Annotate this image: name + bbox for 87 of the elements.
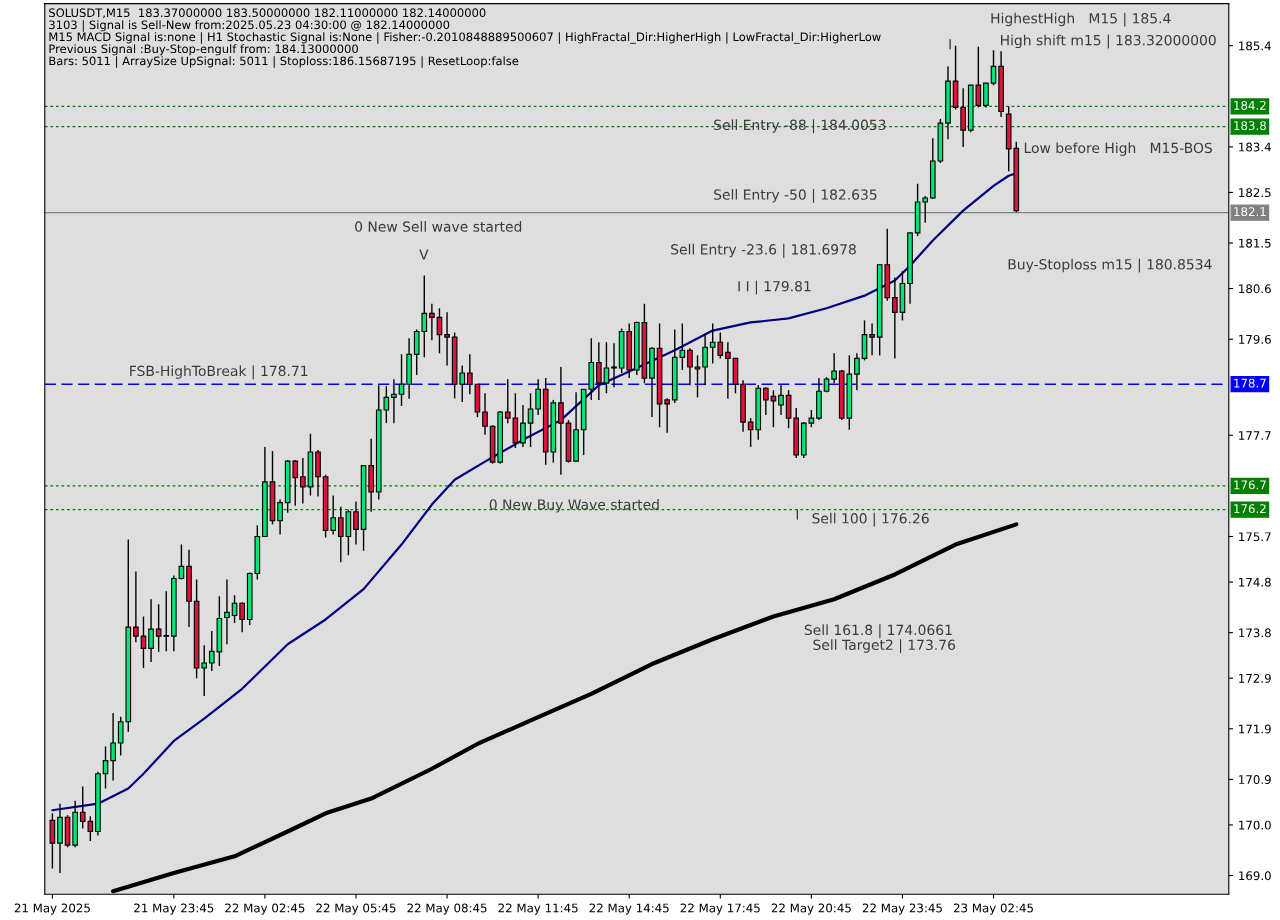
candlestick bbox=[664, 397, 670, 434]
ref-line-label: 183.8 bbox=[1234, 121, 1266, 131]
y-tick-label: 170.9 bbox=[1239, 775, 1271, 785]
annotation: Low before High M15-BOS bbox=[1024, 142, 1212, 156]
annotation: Sell 161.8 | 174.0661 bbox=[804, 624, 952, 639]
x-tick-label: 22 May 23:45 bbox=[862, 903, 942, 915]
annotation: Sell Entry -23.6 | 181.6978 bbox=[671, 243, 856, 258]
candlestick bbox=[239, 601, 245, 633]
annotation: HighestHigh M15 | 185.4 bbox=[991, 12, 1171, 27]
annotation: I bbox=[949, 39, 951, 50]
ref-line-label: 176.7 bbox=[1234, 480, 1266, 490]
y-tick-label: 175.7 bbox=[1239, 532, 1271, 542]
candlestick bbox=[960, 87, 966, 148]
y-tick-label: 182.5 bbox=[1239, 188, 1271, 198]
y-tick-label: 183.4 bbox=[1239, 142, 1271, 152]
candlestick bbox=[778, 384, 784, 416]
candlestick bbox=[520, 404, 526, 448]
candlestick bbox=[596, 341, 602, 401]
y-tick-label: 179.6 bbox=[1239, 334, 1271, 344]
candlestick bbox=[353, 500, 359, 546]
y-tick-label: 180.6 bbox=[1239, 284, 1271, 294]
x-tick-label: 22 May 02:45 bbox=[225, 903, 305, 915]
annotation: M15 MACD Signal is:none | H1 Stochastic Signal is:None | Fisher:-0.2010848889500607 | HighFractal_Dir:HigherHigh | LowFractal_Dir:HigherLow bbox=[49, 32, 881, 44]
ref-line-label: 178.7 bbox=[1234, 378, 1266, 388]
annotation: Previous Signal :Buy-Stop-engulf from: 184.13000000 bbox=[49, 44, 358, 56]
ref-line-label: 176.2 bbox=[1234, 504, 1266, 514]
candlestick bbox=[49, 812, 56, 870]
candlestick bbox=[603, 341, 610, 394]
candlestick bbox=[831, 352, 837, 384]
annotation: 0 New Buy Wave started bbox=[489, 499, 659, 513]
annotation: Sell Entry -50 | 182.635 bbox=[714, 188, 877, 203]
candlestick bbox=[694, 354, 701, 399]
annotation: Sell 100 | 176.26 bbox=[812, 512, 929, 527]
annotation: SOLUSDT,M15 183.37000000 183.50000000 182.11000000 182.14000000 bbox=[49, 8, 486, 19]
x-tick-label: 22 May 05:45 bbox=[316, 903, 396, 915]
annotation: V bbox=[419, 249, 429, 260]
y-tick-label: 170.0 bbox=[1239, 820, 1271, 830]
candlestick bbox=[277, 498, 283, 536]
annotation: I bbox=[796, 509, 799, 520]
candlestick bbox=[391, 378, 397, 424]
candlestick bbox=[611, 342, 617, 388]
candlestick bbox=[148, 598, 154, 663]
x-tick-label: 22 May 20:45 bbox=[771, 903, 851, 915]
annotation: 0 New Sell wave started bbox=[355, 221, 522, 232]
candlestick bbox=[990, 49, 997, 86]
annotation: Sell Target2 | 173.76 bbox=[813, 639, 956, 654]
candlestick bbox=[429, 303, 435, 341]
annotation: Sell Entry -88 | 184.0053 bbox=[714, 119, 886, 134]
candlestick bbox=[702, 332, 708, 386]
annotation: FSB-HighToBreak | 178.71 bbox=[130, 365, 308, 380]
candlestick bbox=[983, 82, 989, 109]
candlestick bbox=[482, 392, 488, 436]
candlestick bbox=[558, 366, 564, 476]
x-tick-label: 21 May 23:45 bbox=[134, 903, 214, 915]
x-tick-label: 22 May 14:45 bbox=[589, 903, 669, 915]
y-tick-label: 177.7 bbox=[1239, 431, 1271, 440]
candlestick bbox=[300, 457, 306, 505]
candlestick bbox=[725, 341, 731, 400]
y-tick-label: 185.4 bbox=[1239, 41, 1271, 51]
annotation: Buy-Stoploss m15 | 180.8534 bbox=[1008, 258, 1212, 273]
ref-line-label: 182.1 bbox=[1234, 207, 1266, 217]
candlestick bbox=[527, 392, 534, 448]
candlestick bbox=[854, 352, 860, 391]
annotation: Bars: 5011 | ArraySize UpSignal: 5011 | Stoploss:186.15687195 | ResetLoop:false bbox=[49, 56, 519, 68]
y-tick-label: 173.8 bbox=[1239, 628, 1271, 638]
candlestick bbox=[869, 322, 875, 357]
x-tick-label: 22 May 08:45 bbox=[407, 903, 487, 915]
annotation: 3103 | Signal is Sell-New from:2025.05.23 04:30:00 @ 182.14000000 bbox=[49, 20, 450, 32]
candlestick bbox=[687, 347, 693, 386]
candlestick bbox=[224, 578, 230, 645]
ref-line-label: 184.2 bbox=[1234, 100, 1266, 110]
y-tick-label: 172.9 bbox=[1239, 673, 1271, 683]
x-tick-label: 22 May 17:45 bbox=[680, 903, 760, 915]
x-tick-label: 21 May 2025 bbox=[14, 903, 90, 915]
y-tick-label: 181.5 bbox=[1239, 238, 1271, 248]
x-tick-label: 23 May 02:45 bbox=[953, 903, 1033, 915]
x-tick-label: 22 May 11:45 bbox=[498, 903, 578, 915]
y-tick-label: 174.8 bbox=[1239, 577, 1271, 587]
annotation: High shift m15 | 183.32000000 bbox=[1001, 34, 1216, 49]
candlestick bbox=[110, 712, 116, 782]
candlestick bbox=[444, 311, 450, 367]
candlestick bbox=[133, 570, 139, 643]
candlestick bbox=[892, 276, 898, 360]
annotation: I I | 179.81 bbox=[738, 280, 811, 295]
candlestick bbox=[535, 378, 541, 416]
y-tick-label: 169.0 bbox=[1239, 871, 1271, 881]
y-tick-label: 171.9 bbox=[1239, 724, 1271, 734]
